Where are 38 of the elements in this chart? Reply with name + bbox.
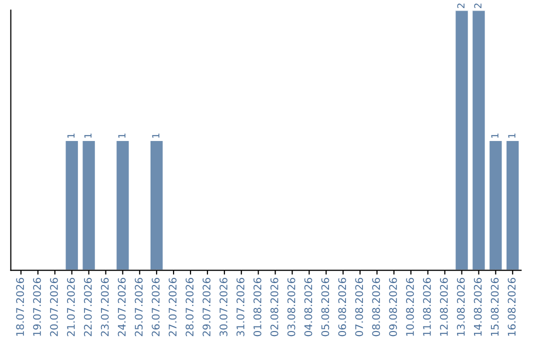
x-tick-label: 26.07.2026 (152, 278, 160, 336)
x-tick-label: 15.08.2026 (490, 278, 499, 336)
data-label: 2 (474, 4, 482, 8)
x-tick-label: 22.07.2026 (84, 278, 92, 336)
x-tick-label: 10.08.2026 (406, 278, 414, 336)
data-label: 1 (491, 134, 498, 138)
x-tick-label: 25.07.2026 (134, 278, 143, 336)
data-label: 1 (84, 134, 92, 138)
x-tick-label: 04.08.2026 (304, 278, 312, 336)
x-tick-label: 30.07.2026 (220, 278, 228, 336)
x-tick-label: 11.08.2026 (423, 278, 431, 336)
x-tick-label: 23.07.2026 (100, 278, 109, 336)
x-tick-label: 28.07.2026 (186, 278, 194, 336)
data-label: 1 (67, 134, 75, 138)
x-tick-label: 16.08.2026 (508, 278, 516, 336)
x-tick-label: 24.07.2026 (118, 278, 126, 336)
data-label: 2 (457, 4, 464, 8)
x-tick-label: 05.08.2026 (321, 278, 330, 336)
data-label: 1 (508, 134, 516, 138)
x-tick-label: 31.07.2026 (236, 278, 244, 336)
x-tick-label: 03.08.2026 (287, 278, 296, 336)
x-tick-label: 12.08.2026 (440, 278, 448, 336)
x-tick-label: 08.08.2026 (372, 278, 380, 336)
x-tick-label: 20.07.2026 (50, 278, 58, 336)
x-tick-label: 13.08.2026 (456, 278, 465, 336)
x-tick-label: 14.08.2026 (474, 278, 482, 336)
data-label: 1 (152, 134, 160, 138)
x-tick-label: 21.07.2026 (66, 278, 75, 336)
x-tick-label: 09.08.2026 (389, 278, 397, 336)
data-label: 1 (118, 134, 126, 138)
x-tick-label: 01.08.2026 (253, 278, 262, 336)
x-tick-label: 19.07.2026 (33, 278, 41, 336)
x-tick-label: 02.08.2026 (270, 278, 278, 336)
x-tick-label: 07.08.2026 (355, 278, 364, 336)
x-tick-label: 27.07.2026 (168, 278, 177, 336)
x-tick-label: 06.08.2026 (338, 278, 346, 336)
x-tick-label: 18.07.2026 (16, 278, 24, 336)
x-tick-label: 29.07.2026 (202, 278, 210, 336)
